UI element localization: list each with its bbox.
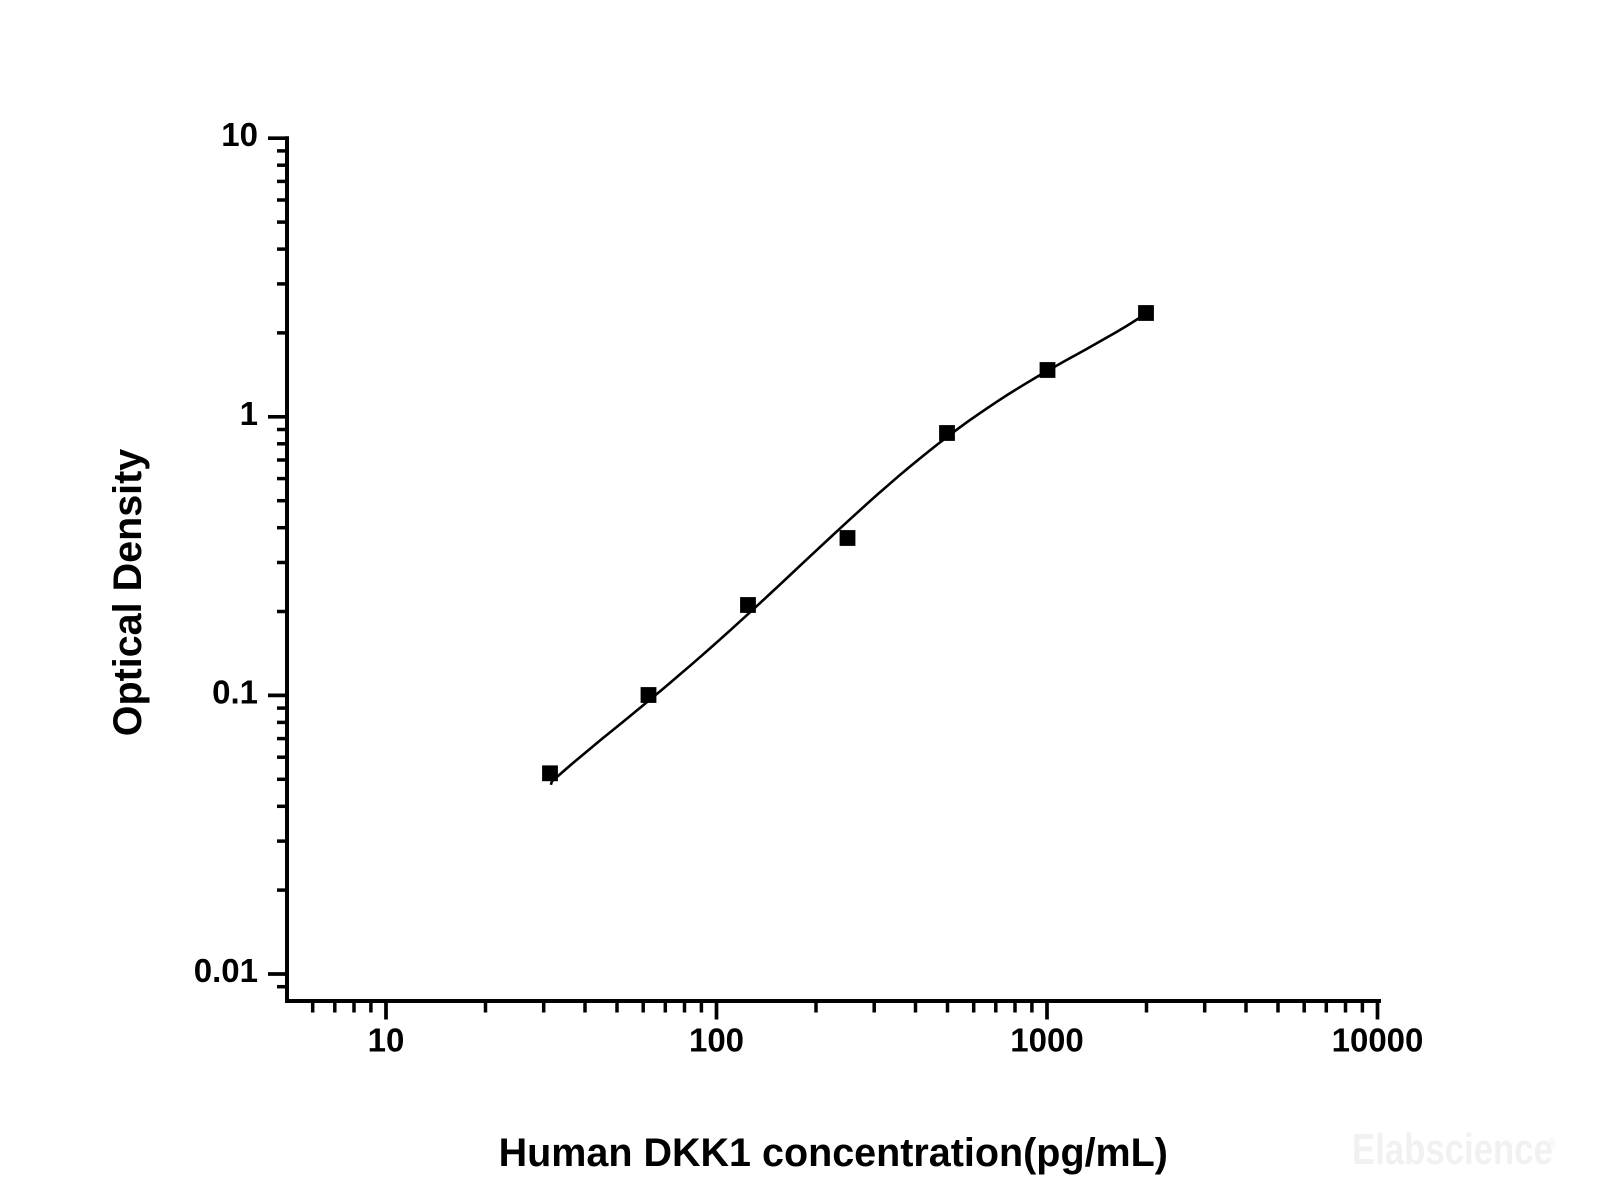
svg-text:10: 10 <box>368 1022 405 1059</box>
svg-text:100: 100 <box>689 1022 744 1059</box>
svg-text:Optical Density: Optical Density <box>106 449 150 737</box>
svg-text:1: 1 <box>240 395 258 432</box>
svg-text:10: 10 <box>221 116 258 153</box>
svg-text:0.1: 0.1 <box>212 673 258 710</box>
svg-text:Human DKK1 concentration(pg/mL: Human DKK1 concentration(pg/mL) <box>499 1131 1168 1175</box>
svg-text:1000: 1000 <box>1010 1022 1083 1059</box>
svg-text:0.01: 0.01 <box>194 952 258 989</box>
svg-text:®: ® <box>1548 1136 1557 1152</box>
svg-text:Elabscience: Elabscience <box>1352 1125 1553 1174</box>
svg-text:10000: 10000 <box>1332 1022 1424 1059</box>
